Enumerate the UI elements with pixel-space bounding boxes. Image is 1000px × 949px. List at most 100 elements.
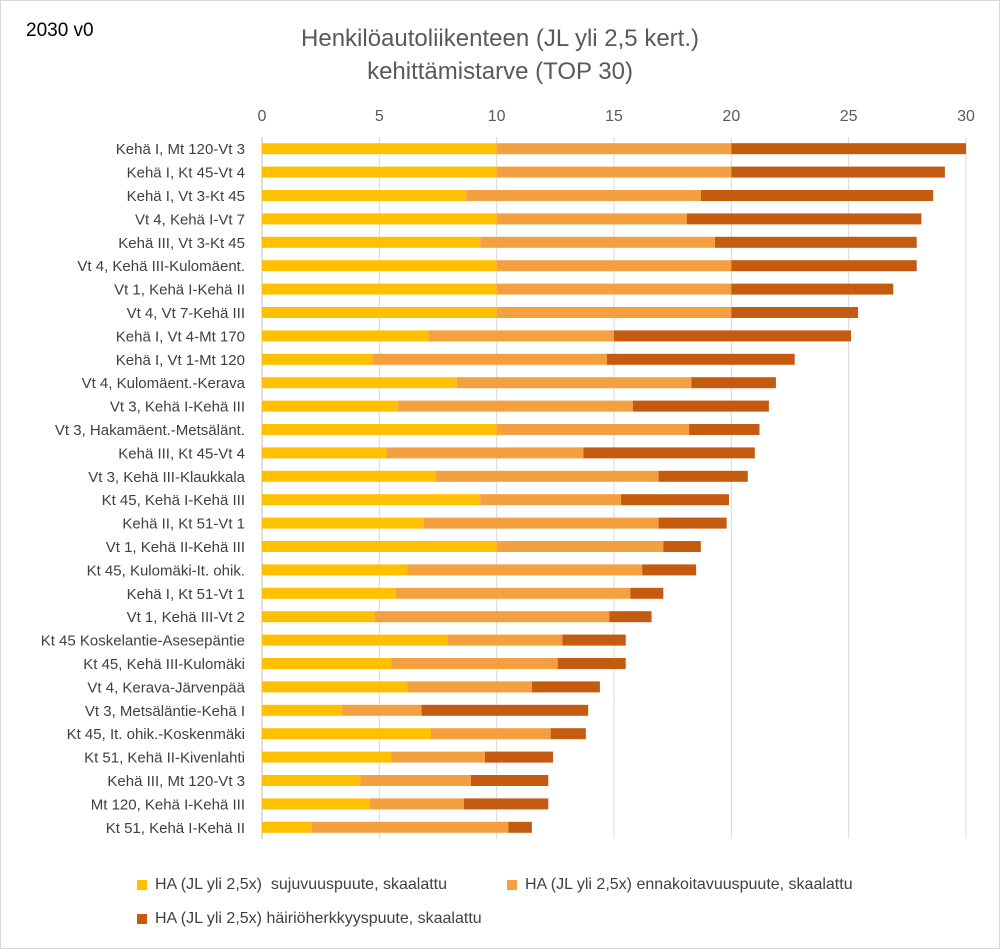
bar-segment-sujuvuus xyxy=(262,517,424,529)
category-label: Kt 51, Kehä I-Kehä II xyxy=(106,820,245,837)
bar-segment-hairio xyxy=(583,447,755,459)
bar-segment-sujuvuus xyxy=(262,330,429,342)
legend-label-ennakoitavuus: HA (JL yli 2,5x) ennakoitavuuspuute, ska… xyxy=(525,876,853,893)
category-label: Kehä I, Kt 51-Vt 1 xyxy=(127,586,245,603)
category-label: Vt 4, Kerava-Järvenpää xyxy=(87,679,245,696)
bar-segment-sujuvuus xyxy=(262,283,497,295)
category-label: Vt 4, Kehä III-Kulomäent. xyxy=(77,258,245,275)
bar-segment-ennakoitavuus xyxy=(360,775,471,786)
category-label: Kt 45 Koskelantie-Asesepäntie xyxy=(41,633,245,650)
bar-segment-hairio xyxy=(689,424,760,435)
legend-label-hairio: HA (JL yli 2,5x) häiriöherkkyyspuute, sk… xyxy=(155,910,482,927)
bar-segment-sujuvuus xyxy=(262,166,497,178)
bar-segment-hairio xyxy=(686,213,922,225)
bar-segment-ennakoitavuus xyxy=(456,377,692,389)
bar-segment-sujuvuus xyxy=(262,307,497,318)
category-label: Kehä I, Vt 1-Mt 120 xyxy=(116,352,245,369)
chart-title-line1: Henkilöautoliikenteen (JL yli 2,5 kert.) xyxy=(301,25,699,52)
bar-segment-ennakoitavuus xyxy=(374,611,610,623)
category-label: Vt 4, Vt 7-Kehä III xyxy=(127,305,245,322)
bar-segment-sujuvuus xyxy=(262,494,481,506)
category-label: Mt 120, Kehä I-Kehä III xyxy=(91,796,245,813)
bar-segment-ennakoitavuus xyxy=(496,424,690,435)
chart-title: Henkilöautoliikenteen (JL yli 2,5 kert.)… xyxy=(200,22,800,88)
bar-segment-hairio xyxy=(630,587,664,599)
bar-segment-ennakoitavuus xyxy=(428,330,614,342)
bar-segment-hairio xyxy=(470,775,549,786)
bar-segment-sujuvuus xyxy=(262,143,497,155)
bar-segment-ennakoitavuus xyxy=(391,658,558,669)
x-tick-label: 15 xyxy=(605,108,623,125)
category-label: Vt 1, Kehä I-Kehä II xyxy=(114,282,245,299)
bar-segment-hairio xyxy=(562,634,626,646)
bar-segment-sujuvuus xyxy=(262,611,375,623)
legend-item-hairio: HA (JL yli 2,5x) häiriöherkkyyspuute, sk… xyxy=(137,910,482,928)
bar-segment-ennakoitavuus xyxy=(341,704,422,716)
bar-segment-sujuvuus xyxy=(262,681,408,693)
bar-segment-hairio xyxy=(663,541,701,552)
bar-segment-hairio xyxy=(714,236,917,248)
bar-segment-hairio xyxy=(606,353,795,365)
bar-segment-sujuvuus xyxy=(262,634,448,646)
bar-segment-hairio xyxy=(731,283,894,295)
bar-segment-sujuvuus xyxy=(262,424,497,435)
bar-segment-sujuvuus xyxy=(262,541,497,552)
bar-segment-sujuvuus xyxy=(262,447,387,459)
bar-segment-sujuvuus xyxy=(262,728,431,740)
bar-segment-ennakoitavuus xyxy=(369,798,464,810)
category-label: Kt 45, It. ohik.-Koskenmäki xyxy=(67,726,245,743)
bar-segment-hairio xyxy=(557,658,626,669)
bar-segment-ennakoitavuus xyxy=(395,587,631,599)
bar-segment-hairio xyxy=(658,470,748,482)
bar-segment-sujuvuus xyxy=(262,775,361,786)
x-tick-label: 20 xyxy=(722,108,740,125)
bar-segment-hairio xyxy=(621,494,729,506)
category-label: Kehä III, Kt 45-Vt 4 xyxy=(118,445,245,462)
category-label: Kt 45, Kehä III-Kulomäki xyxy=(83,656,245,673)
category-label: Kehä II, Kt 51-Vt 1 xyxy=(122,516,245,533)
bar-segment-ennakoitavuus xyxy=(496,166,732,178)
category-label: Kehä III, Mt 120-Vt 3 xyxy=(107,773,245,790)
bar-segment-ennakoitavuus xyxy=(423,517,659,529)
category-label: Kehä I, Vt 3-Kt 45 xyxy=(127,188,245,205)
bar-segment-hairio xyxy=(731,260,917,272)
category-label: Kt 45, Kehä I-Kehä III xyxy=(102,492,245,509)
bar-segment-hairio xyxy=(632,400,769,412)
bar-segment-sujuvuus xyxy=(262,190,467,201)
category-label: Vt 4, Kulomäent.-Kerava xyxy=(82,375,246,392)
bar-segment-hairio xyxy=(508,821,532,833)
category-label: Kehä I, Mt 120-Vt 3 xyxy=(116,141,245,158)
x-tick-label: 30 xyxy=(957,108,975,125)
x-tick-label: 25 xyxy=(840,108,858,125)
bar-segment-hairio xyxy=(614,330,852,342)
bar-segment-ennakoitavuus xyxy=(496,143,732,155)
legend-item-sujuvuus: HA (JL yli 2,5x) sujuvuuspuute, skaalatt… xyxy=(137,876,447,894)
bar-segment-ennakoitavuus xyxy=(435,470,659,482)
bar-segment-ennakoitavuus xyxy=(496,541,664,552)
x-tick-label: 10 xyxy=(488,108,506,125)
category-label: Vt 1, Kehä II-Kehä III xyxy=(106,539,245,556)
legend-swatch-ennakoitavuus xyxy=(507,880,517,890)
x-tick-label: 5 xyxy=(375,108,384,125)
bar-segment-hairio xyxy=(484,751,553,763)
legend-label-sujuvuus: HA (JL yli 2,5x) sujuvuuspuute, skaalatt… xyxy=(155,876,447,893)
bar-segment-sujuvuus xyxy=(262,260,497,272)
category-label: Vt 3, Metsäläntie-Kehä I xyxy=(85,703,245,720)
category-label: Kehä I, Vt 4-Mt 170 xyxy=(116,328,245,345)
bar-segment-sujuvuus xyxy=(262,470,436,482)
bar-segment-ennakoitavuus xyxy=(372,353,607,365)
bar-segment-sujuvuus xyxy=(262,798,370,810)
bar-segment-sujuvuus xyxy=(262,353,373,365)
bar-segment-hairio xyxy=(731,143,966,155)
category-label: Kt 45, Kulomäki-It. ohik. xyxy=(87,562,245,579)
legend-swatch-hairio xyxy=(137,914,147,924)
bar-segment-ennakoitavuus xyxy=(311,821,509,833)
bar-segment-ennakoitavuus xyxy=(496,213,687,225)
bar-segment-hairio xyxy=(731,307,859,318)
bar-segment-hairio xyxy=(642,564,697,576)
category-label: Kt 51, Kehä II-Kivenlahti xyxy=(84,750,245,767)
chart-title-line2: kehittämistarve (TOP 30) xyxy=(367,58,633,85)
bar-segment-sujuvuus xyxy=(262,751,392,763)
bar-segment-ennakoitavuus xyxy=(407,564,643,576)
bar-segment-hairio xyxy=(691,377,776,389)
